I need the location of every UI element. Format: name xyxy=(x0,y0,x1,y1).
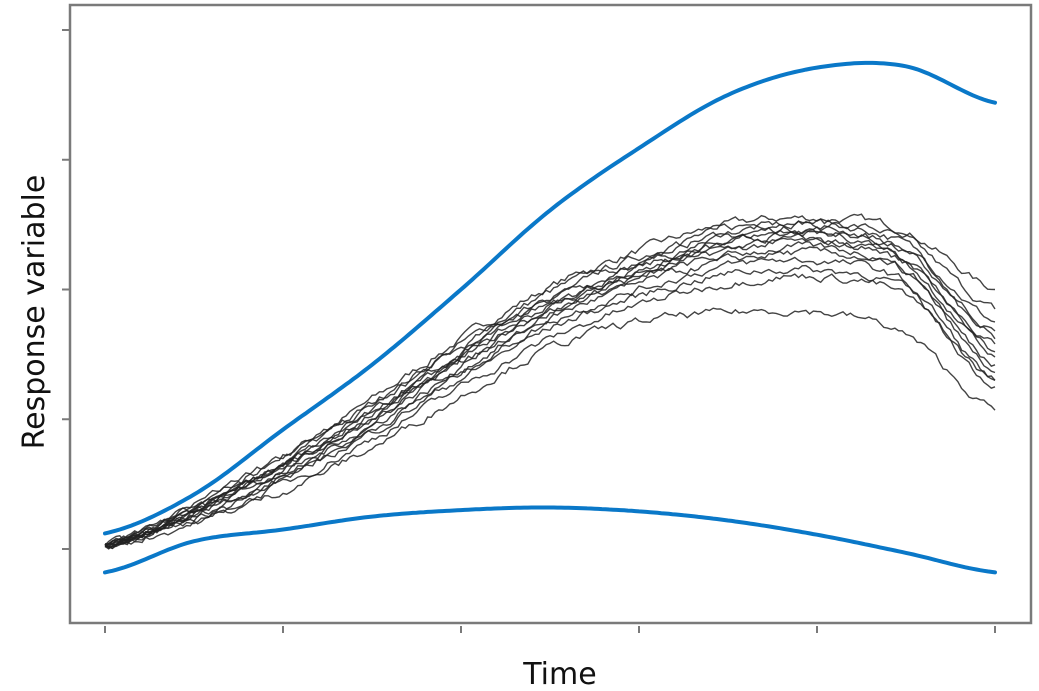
plot-frame xyxy=(68,3,1033,625)
trajectory-line xyxy=(104,256,996,547)
trajectory-line xyxy=(104,232,996,548)
upper-bound-line xyxy=(103,60,997,536)
trajectory-line xyxy=(104,228,996,546)
lower-bound-line xyxy=(103,505,997,575)
trajectory-line xyxy=(104,218,996,550)
trajectory-line xyxy=(104,307,996,546)
trajectory-line xyxy=(104,264,996,546)
trajectory-line xyxy=(104,220,996,545)
x-axis-label: Time xyxy=(522,657,596,691)
y-axis-label: Response variable xyxy=(17,175,52,450)
trajectory-line xyxy=(104,213,996,546)
trajectory-line xyxy=(104,246,996,549)
trajectory-line xyxy=(104,237,996,550)
trajectory-line xyxy=(104,240,996,546)
